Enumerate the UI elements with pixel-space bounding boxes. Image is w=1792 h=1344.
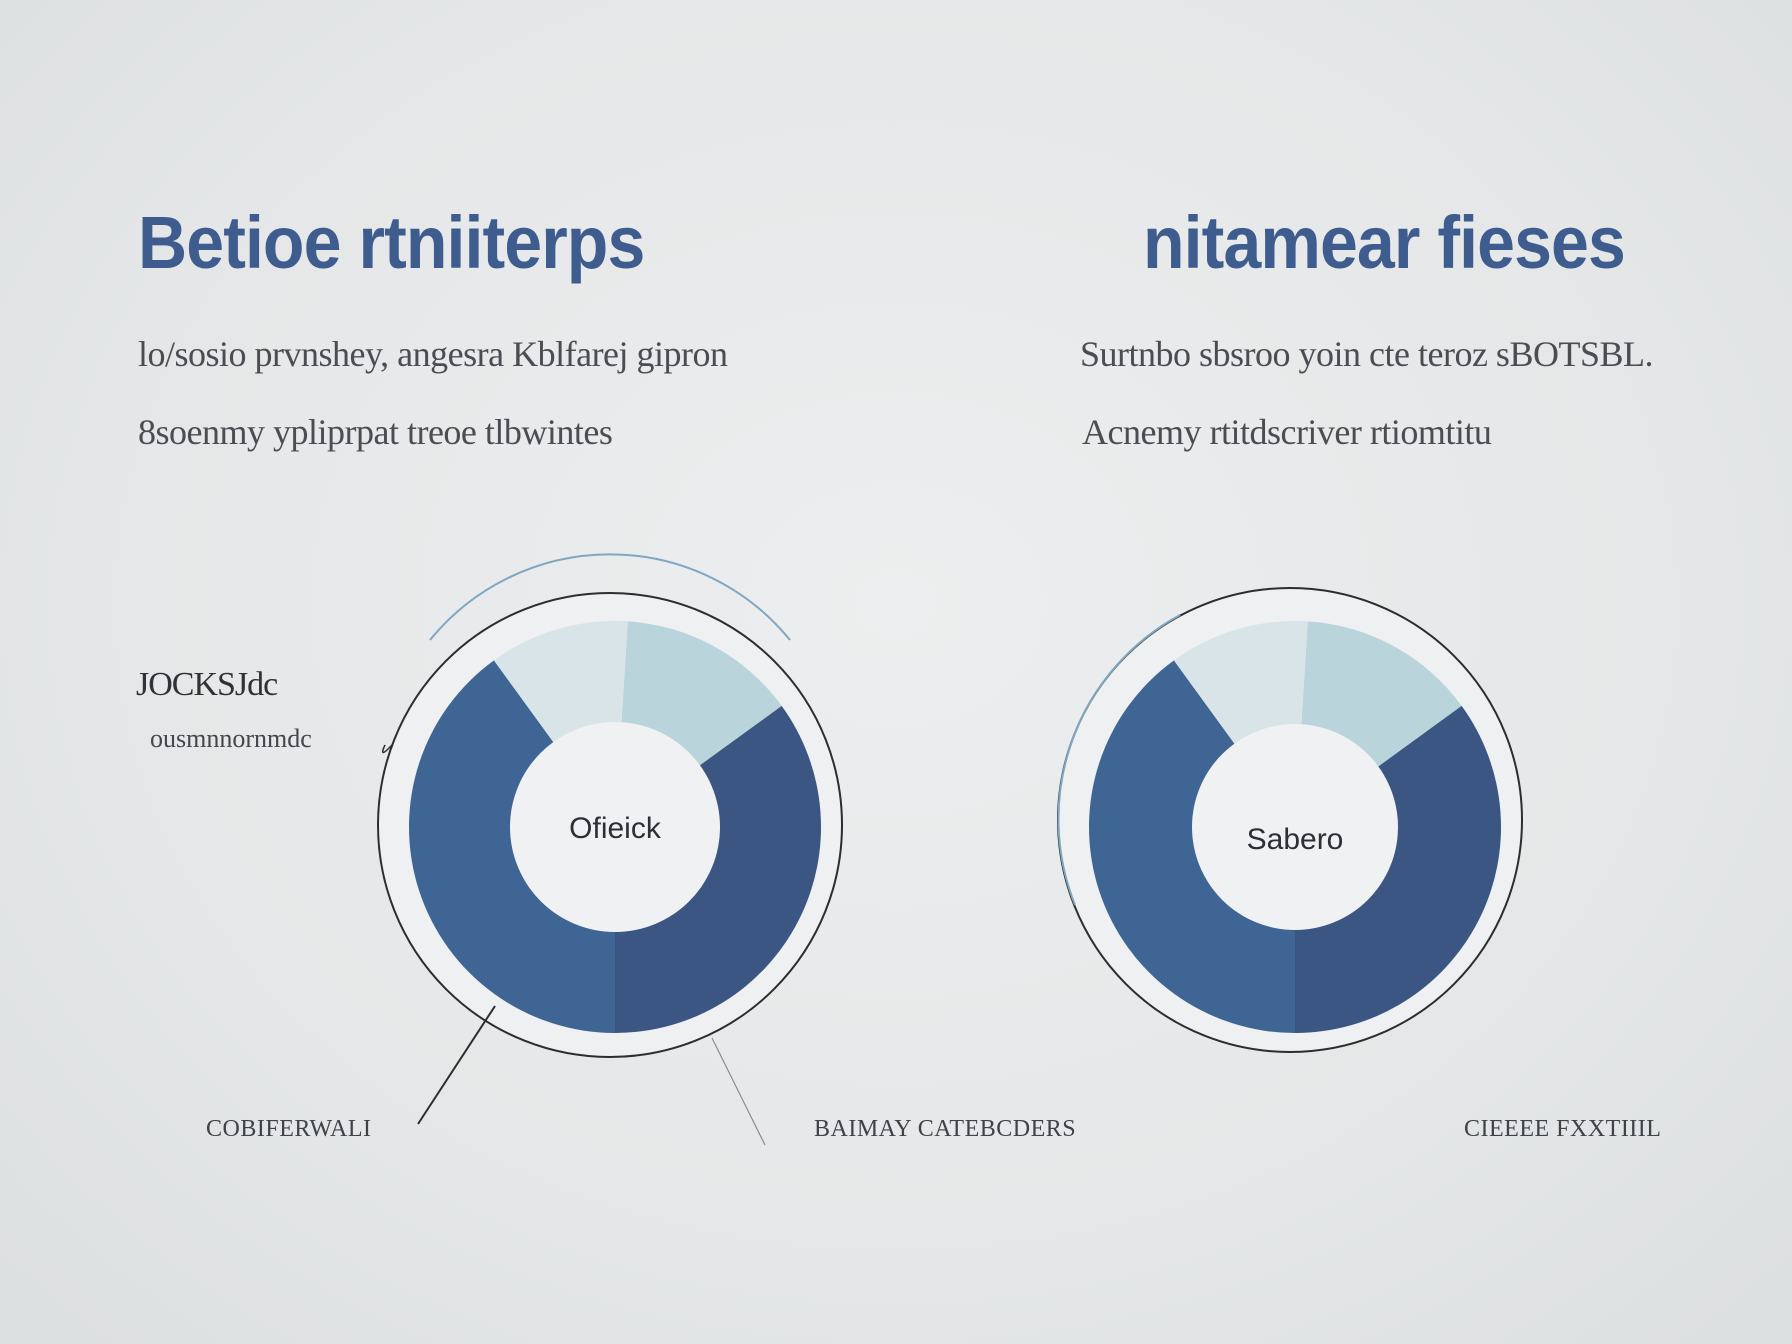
left-callout-connector — [381, 744, 393, 754]
callout-title: JOCKSJdc — [136, 666, 278, 703]
right-description-line-2: Acnemy rtitdscriver rtiomtitu — [1082, 412, 1492, 452]
right-chart-hole — [1192, 724, 1398, 930]
right-chart-slice-1 — [1089, 660, 1295, 1033]
mid-bottom-connector — [711, 1037, 766, 1146]
right-chart-slice-4 — [1295, 705, 1501, 1033]
left-description-line-2: 8soenmy ypliprpat treoe tlbwintes — [138, 412, 613, 452]
right-chart-ring-highlight — [1057, 614, 1181, 906]
callout-subtitle: ousmnnornmdc — [150, 724, 312, 753]
left-chart-hole — [510, 722, 720, 932]
bottom-label-left: COBIFERWALI — [206, 1116, 372, 1142]
left-description-line-1: lo/sosio prvnshey, angesra Kblfarej gipr… — [138, 334, 728, 374]
right-description-line-1: Surtnbo sbsroo yoin cte teroz sBOTSBL. — [1080, 334, 1653, 374]
left-panel-title: Betioe rtniiterps — [138, 201, 645, 284]
right-panel-title: nitamear fieses — [1143, 201, 1626, 284]
left-chart-center-label: Ofieick — [569, 812, 662, 845]
right-chart-center-label: Sabero — [1247, 823, 1344, 856]
left-chart-ring-highlight — [429, 553, 791, 641]
bottom-label-right: CIEEEE FXXTIIIL — [1464, 1116, 1662, 1142]
left-bottom-connector — [417, 1005, 496, 1125]
bottom-label-middle: BAIMAY CATEBCDERS — [814, 1116, 1077, 1142]
left-chart-slice-4 — [615, 705, 821, 1033]
